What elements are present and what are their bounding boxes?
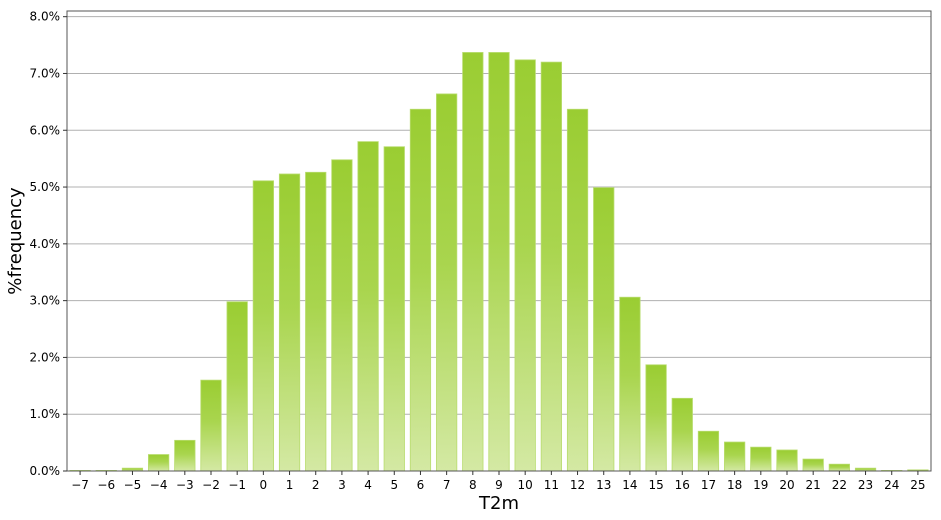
y-tick-label: 2.0% bbox=[30, 350, 61, 364]
x-tick-label: 17 bbox=[701, 478, 716, 492]
y-axis-label: %frequency bbox=[5, 187, 26, 295]
x-tick-label: 3 bbox=[338, 478, 346, 492]
bar bbox=[409, 108, 432, 472]
x-tick-label: −7 bbox=[71, 478, 89, 492]
x-tick-label: 14 bbox=[622, 478, 637, 492]
bar bbox=[462, 52, 484, 472]
bar bbox=[724, 441, 746, 472]
bars bbox=[69, 52, 929, 472]
bar bbox=[252, 180, 274, 472]
bar bbox=[802, 458, 824, 472]
x-axis-label: T2m bbox=[478, 493, 519, 514]
y-tick-label: 8.0% bbox=[30, 10, 61, 24]
bar bbox=[514, 59, 536, 472]
x-tick-label: 1 bbox=[286, 478, 294, 492]
bar bbox=[436, 93, 458, 472]
x-tick-label: 24 bbox=[884, 478, 899, 492]
bar bbox=[226, 301, 248, 472]
bar bbox=[593, 187, 615, 472]
x-tick-label: 11 bbox=[544, 478, 559, 492]
bar bbox=[331, 159, 353, 472]
bar bbox=[305, 171, 327, 472]
x-tick-label: −4 bbox=[150, 478, 168, 492]
x-tick-label: 12 bbox=[570, 478, 585, 492]
bar bbox=[697, 430, 720, 472]
x-tick-label: 22 bbox=[832, 478, 847, 492]
x-tick-label: 23 bbox=[858, 478, 873, 492]
x-tick-label: 10 bbox=[518, 478, 533, 492]
bar bbox=[200, 379, 222, 472]
bar bbox=[671, 397, 693, 472]
x-tick-label: 6 bbox=[417, 478, 425, 492]
x-tick-label: −6 bbox=[97, 478, 115, 492]
x-tick-label: −1 bbox=[228, 478, 246, 492]
bar bbox=[540, 61, 562, 472]
y-tick-label: 3.0% bbox=[30, 294, 61, 308]
x-tick-label: 9 bbox=[495, 478, 503, 492]
bar bbox=[383, 146, 405, 472]
bar bbox=[148, 454, 170, 472]
x-tick-label: −2 bbox=[202, 478, 220, 492]
bar bbox=[750, 446, 772, 472]
x-tick-label: 13 bbox=[596, 478, 611, 492]
y-ticks: 0.0% 1.0% 2.0% 3.0% 4.0% 5.0% 6.0% 7.0% 8.0% bbox=[30, 10, 67, 478]
y-tick-label: 5.0% bbox=[30, 180, 61, 194]
bar bbox=[488, 52, 510, 472]
y-tick-label: 4.0% bbox=[30, 237, 61, 251]
x-tick-label: 18 bbox=[727, 478, 742, 492]
x-tick-label: 0 bbox=[260, 478, 268, 492]
bar bbox=[174, 439, 196, 472]
x-tick-label: 5 bbox=[390, 478, 398, 492]
bar bbox=[278, 173, 301, 472]
x-tick-label: 2 bbox=[312, 478, 320, 492]
x-tick-label: 21 bbox=[806, 478, 821, 492]
x-tick-label: 4 bbox=[364, 478, 372, 492]
x-tick-label: 8 bbox=[469, 478, 477, 492]
y-tick-label: 1.0% bbox=[30, 407, 61, 421]
bar bbox=[566, 108, 589, 472]
bar bbox=[776, 449, 798, 472]
bar bbox=[357, 141, 379, 472]
y-tick-label: 7.0% bbox=[30, 66, 61, 80]
bar bbox=[619, 296, 641, 472]
x-tick-label: 20 bbox=[779, 478, 794, 492]
bar bbox=[645, 364, 667, 472]
x-tick-label: −5 bbox=[124, 478, 142, 492]
x-tick-label: 19 bbox=[753, 478, 768, 492]
bar bbox=[828, 463, 850, 472]
y-tick-label: 6.0% bbox=[30, 123, 61, 137]
x-tick-label: 16 bbox=[675, 478, 690, 492]
y-tick-label: 0.0% bbox=[30, 464, 61, 478]
x-tick-label: 25 bbox=[910, 478, 925, 492]
x-tick-label: 7 bbox=[443, 478, 451, 492]
x-tick-label: 15 bbox=[648, 478, 663, 492]
x-ticks: −7 −6 −5 −4 −3 −2 −1 0 1 2 3 4 5 6 7 8 9 10 11 12 13 14 15 16 17… bbox=[71, 471, 926, 492]
x-tick-label: −3 bbox=[176, 478, 194, 492]
